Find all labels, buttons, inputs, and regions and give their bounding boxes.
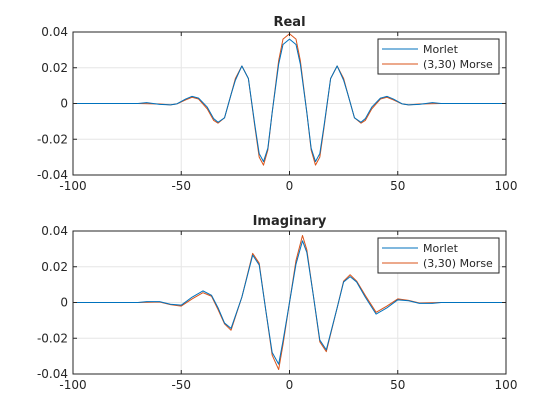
y-tick-label: 0.04 xyxy=(41,25,68,39)
x-tick-label: 0 xyxy=(286,378,294,392)
y-tick-label: -0.04 xyxy=(37,168,68,182)
legend-label: (3,30) Morse xyxy=(423,58,493,71)
x-tick-label: 50 xyxy=(390,179,405,193)
chart-title: Imaginary xyxy=(253,214,327,229)
axes-imaginary: -100 -50 0 50 100 0.04 0.02 0 -0.02 -0.04 Imaginar… xyxy=(37,214,518,392)
x-tick-label: -100 xyxy=(59,378,86,392)
legend: Morlet (3,30) Morse xyxy=(377,237,500,274)
x-tick-label: 0 xyxy=(286,179,294,193)
y-tick-label: 0 xyxy=(60,97,68,111)
y-tick-label: 0.02 xyxy=(41,260,68,274)
series-line-morlet xyxy=(73,38,506,163)
x-tick-label: -50 xyxy=(171,179,191,193)
y-tick-label: 0.02 xyxy=(41,61,68,75)
x-tick-label: 50 xyxy=(390,378,405,392)
y-tick-label: -0.04 xyxy=(37,367,68,381)
axes-real: -100 -50 0 50 100 0.04 0.02 0 -0.02 -0.04 Real Morl… xyxy=(37,15,518,193)
series-line-morlet xyxy=(73,240,506,365)
x-tick-label: -50 xyxy=(171,378,191,392)
legend-label: Morlet xyxy=(423,43,459,56)
x-tick-label: -100 xyxy=(59,179,86,193)
legend-box xyxy=(377,237,500,274)
legend-label: (3,30) Morse xyxy=(423,257,493,270)
legend: Morlet (3,30) Morse xyxy=(377,38,500,75)
y-tick-label: -0.02 xyxy=(37,331,68,345)
chart-title: Real xyxy=(273,15,305,30)
y-tick-label: -0.02 xyxy=(37,132,68,146)
legend-box xyxy=(377,38,500,75)
legend-label: Morlet xyxy=(423,242,459,255)
x-tick-label: 100 xyxy=(495,378,518,392)
x-tick-label: 100 xyxy=(495,179,518,193)
y-tick-label: 0.04 xyxy=(41,224,68,238)
y-tick-label: 0 xyxy=(60,296,68,310)
